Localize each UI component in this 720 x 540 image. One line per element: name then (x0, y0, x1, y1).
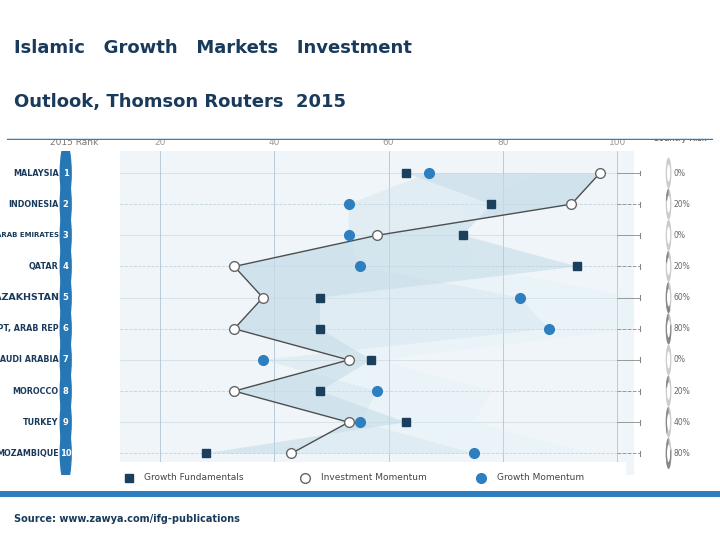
Wedge shape (666, 313, 672, 345)
Text: Outlook, Thomson Routers  2015: Outlook, Thomson Routers 2015 (14, 93, 346, 111)
Circle shape (60, 144, 71, 202)
Text: 1: 1 (63, 168, 68, 178)
Text: MALAYSIA: MALAYSIA (13, 168, 59, 178)
Text: UNITED ARAB EMIRATES: UNITED ARAB EMIRATES (0, 232, 59, 238)
Text: 80%: 80% (673, 449, 690, 458)
Circle shape (666, 282, 672, 313)
Text: 80%: 80% (673, 325, 690, 333)
Text: INDONESIA: INDONESIA (9, 200, 59, 208)
Circle shape (667, 382, 670, 400)
Circle shape (60, 299, 71, 359)
Polygon shape (234, 173, 600, 454)
Text: 20: 20 (154, 138, 166, 146)
Circle shape (666, 375, 672, 407)
Text: 20%: 20% (673, 387, 690, 396)
Text: 8: 8 (63, 387, 68, 396)
Circle shape (60, 393, 71, 452)
Text: 60: 60 (383, 138, 395, 146)
Text: SAUDI ARABIA: SAUDI ARABIA (0, 355, 59, 364)
Text: 20%: 20% (673, 200, 690, 208)
Text: 7: 7 (63, 355, 68, 364)
Circle shape (60, 330, 71, 389)
Circle shape (60, 237, 71, 296)
Text: 0%: 0% (673, 231, 685, 240)
Text: 60%: 60% (673, 293, 690, 302)
Text: 2015 Rank: 2015 Rank (50, 138, 99, 146)
Circle shape (667, 164, 670, 182)
Text: 2: 2 (63, 200, 68, 208)
Circle shape (666, 313, 672, 345)
Circle shape (667, 195, 670, 213)
Text: TURKEY: TURKEY (23, 418, 59, 427)
Circle shape (667, 414, 670, 431)
Circle shape (666, 158, 672, 188)
Bar (120, 151, 634, 475)
Circle shape (60, 268, 71, 327)
Text: MOZAMBIQUE: MOZAMBIQUE (0, 449, 59, 458)
Circle shape (666, 220, 672, 251)
Circle shape (667, 351, 670, 369)
Text: 20%: 20% (673, 262, 690, 271)
Circle shape (666, 438, 672, 469)
Text: 40: 40 (269, 138, 280, 146)
Text: 100: 100 (608, 138, 626, 146)
Wedge shape (666, 282, 670, 313)
Text: 40%: 40% (673, 418, 690, 427)
Text: Relative
Country Risk: Relative Country Risk (653, 124, 707, 144)
Text: Growth Momentum: Growth Momentum (497, 474, 584, 482)
Text: 3: 3 (63, 231, 68, 240)
Circle shape (667, 258, 670, 275)
Circle shape (666, 188, 672, 220)
Circle shape (60, 424, 71, 483)
Text: 0%: 0% (673, 355, 685, 364)
Circle shape (60, 361, 71, 421)
Circle shape (667, 444, 670, 462)
Text: Investment Momentum: Investment Momentum (320, 474, 426, 482)
Wedge shape (666, 188, 669, 201)
Circle shape (667, 289, 670, 306)
Text: 80: 80 (497, 138, 508, 146)
Text: 5: 5 (63, 293, 68, 302)
Text: 6: 6 (63, 325, 68, 333)
Circle shape (667, 227, 670, 244)
Text: 9: 9 (63, 418, 68, 427)
Circle shape (666, 345, 672, 375)
Wedge shape (666, 407, 669, 435)
Wedge shape (666, 438, 672, 469)
Circle shape (666, 251, 672, 282)
Circle shape (667, 320, 670, 338)
Polygon shape (206, 173, 600, 454)
Text: EGYPT, ARAB REP: EGYPT, ARAB REP (0, 325, 59, 333)
Text: Source: www.zawya.com/ifg-publications: Source: www.zawya.com/ifg-publications (14, 514, 240, 524)
Wedge shape (666, 251, 669, 264)
Text: 4: 4 (63, 262, 68, 271)
Text: KAZAKHSTAN: KAZAKHSTAN (0, 293, 59, 302)
Polygon shape (234, 173, 634, 454)
Text: 10: 10 (60, 449, 71, 458)
Text: 0%: 0% (673, 168, 685, 178)
Circle shape (666, 407, 672, 438)
Text: MOROCCO: MOROCCO (13, 387, 59, 396)
Wedge shape (666, 375, 669, 388)
Text: QATAR: QATAR (29, 262, 59, 271)
Text: Growth Fundamentals: Growth Fundamentals (144, 474, 244, 482)
Circle shape (60, 206, 71, 265)
Text: Islamic   Growth   Markets   Investment: Islamic Growth Markets Investment (14, 39, 412, 57)
Circle shape (60, 174, 71, 234)
